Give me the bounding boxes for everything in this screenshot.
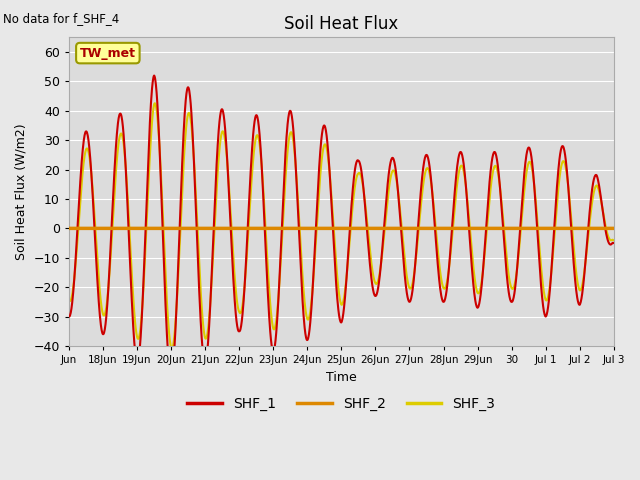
Title: Soil Heat Flux: Soil Heat Flux <box>284 15 399 33</box>
Y-axis label: Soil Heat Flux (W/m2): Soil Heat Flux (W/m2) <box>15 123 28 260</box>
Legend: SHF_1, SHF_2, SHF_3: SHF_1, SHF_2, SHF_3 <box>182 391 501 416</box>
X-axis label: Time: Time <box>326 371 356 384</box>
Text: No data for f_SHF_4: No data for f_SHF_4 <box>3 12 120 25</box>
Text: TW_met: TW_met <box>80 47 136 60</box>
